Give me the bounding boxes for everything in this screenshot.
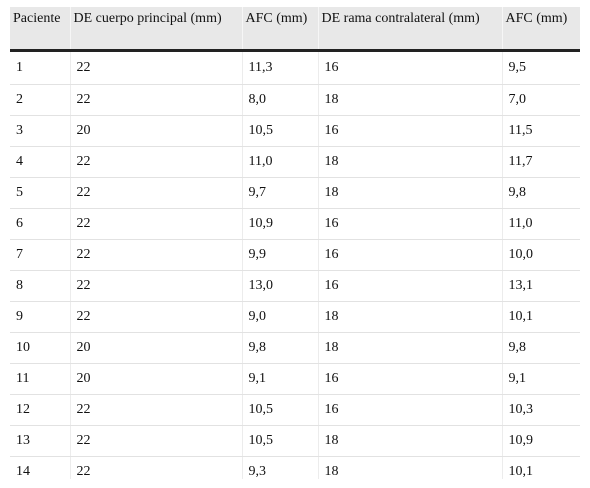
cell-de-rama-contralateral: 16 (317, 115, 502, 147)
cell-de-rama-contralateral: 18 (317, 425, 502, 457)
cell-afc-1: 9,0 (241, 301, 318, 333)
cell-paciente: 6 (10, 208, 70, 240)
cell-de-rama-contralateral: 18 (317, 84, 502, 116)
cell-paciente: 7 (10, 239, 70, 271)
table-row: 6 22 10,9 16 11,0 (10, 208, 580, 240)
cell-afc-2: 7,0 (501, 84, 580, 116)
cell-paciente: 4 (10, 146, 70, 178)
cell-paciente: 12 (10, 394, 70, 426)
cell-de-rama-contralateral: 16 (317, 270, 502, 302)
cell-afc-1: 9,1 (241, 363, 318, 395)
cell-afc-1: 11,3 (241, 50, 318, 85)
cell-de-cuerpo-principal: 22 (69, 394, 242, 426)
cell-de-cuerpo-principal: 22 (69, 208, 242, 240)
cell-de-rama-contralateral: 16 (317, 239, 502, 271)
cell-de-rama-contralateral: 16 (317, 394, 502, 426)
cell-paciente: 13 (10, 425, 70, 457)
table-row: 2 22 8,0 18 7,0 (10, 84, 580, 116)
table-row: 3 20 10,5 16 11,5 (10, 115, 580, 147)
cell-afc-2: 9,1 (501, 363, 580, 395)
table-row: 11 20 9,1 16 9,1 (10, 363, 580, 395)
cell-de-cuerpo-principal: 22 (69, 177, 242, 209)
cell-afc-2: 10,9 (501, 425, 580, 457)
cell-afc-1: 9,3 (241, 456, 318, 479)
cell-afc-1: 11,0 (241, 146, 318, 178)
cell-afc-1: 10,5 (241, 115, 318, 147)
cell-paciente: 5 (10, 177, 70, 209)
cell-paciente: 2 (10, 84, 70, 116)
cell-de-rama-contralateral: 18 (317, 301, 502, 333)
table-row: 7 22 9,9 16 10,0 (10, 239, 580, 271)
cell-afc-2: 9,5 (501, 50, 580, 85)
table-row: 8 22 13,0 16 13,1 (10, 270, 580, 302)
cell-afc-1: 10,5 (241, 425, 318, 457)
header-row: Paciente DE cuerpo principal (mm) AFC (m… (10, 7, 580, 52)
cell-afc-2: 10,0 (501, 239, 580, 271)
cell-de-rama-contralateral: 18 (317, 146, 502, 178)
header-de-cuerpo-principal: DE cuerpo principal (mm) (69, 7, 242, 52)
cell-afc-2: 10,1 (501, 301, 580, 333)
cell-afc-2: 11,0 (501, 208, 580, 240)
cell-afc-2: 11,5 (501, 115, 580, 147)
cell-de-cuerpo-principal: 22 (69, 301, 242, 333)
cell-de-rama-contralateral: 16 (317, 50, 502, 85)
cell-de-rama-contralateral: 16 (317, 363, 502, 395)
cell-de-rama-contralateral: 18 (317, 456, 502, 479)
cell-de-rama-contralateral: 18 (317, 177, 502, 209)
header-de-rama-contralateral: DE rama contralateral (mm) (317, 7, 502, 52)
cell-de-cuerpo-principal: 22 (69, 456, 242, 479)
table-body: 1 22 11,3 16 9,5 2 22 8,0 18 7,0 3 20 10,5 16 11,5 4 22 1… (10, 50, 580, 479)
table-row: 5 22 9,7 18 9,8 (10, 177, 580, 209)
cell-afc-1: 9,8 (241, 332, 318, 364)
table-row: 14 22 9,3 18 10,1 (10, 456, 580, 479)
cell-afc-2: 10,3 (501, 394, 580, 426)
header-paciente: Paciente (10, 7, 70, 52)
cell-de-cuerpo-principal: 22 (69, 425, 242, 457)
cell-paciente: 11 (10, 363, 70, 395)
cell-afc-2: 11,7 (501, 146, 580, 178)
table-row: 12 22 10,5 16 10,3 (10, 394, 580, 426)
cell-de-rama-contralateral: 16 (317, 208, 502, 240)
cell-afc-2: 9,8 (501, 332, 580, 364)
cell-de-cuerpo-principal: 20 (69, 115, 242, 147)
table-header: Paciente DE cuerpo principal (mm) AFC (m… (10, 7, 580, 52)
cell-de-cuerpo-principal: 22 (69, 146, 242, 178)
data-table-container: Paciente DE cuerpo principal (mm) AFC (m… (10, 7, 580, 479)
cell-paciente: 1 (10, 50, 70, 85)
table-row: 9 22 9,0 18 10,1 (10, 301, 580, 333)
table-row: 1 22 11,3 16 9,5 (10, 50, 580, 85)
cell-afc-1: 8,0 (241, 84, 318, 116)
cell-de-cuerpo-principal: 20 (69, 332, 242, 364)
cell-de-cuerpo-principal: 22 (69, 270, 242, 302)
cell-afc-2: 13,1 (501, 270, 580, 302)
cell-de-rama-contralateral: 18 (317, 332, 502, 364)
cell-afc-1: 13,0 (241, 270, 318, 302)
cell-paciente: 14 (10, 456, 70, 479)
cell-paciente: 8 (10, 270, 70, 302)
cell-afc-1: 10,9 (241, 208, 318, 240)
table-row: 13 22 10,5 18 10,9 (10, 425, 580, 457)
table-row: 4 22 11,0 18 11,7 (10, 146, 580, 178)
cell-de-cuerpo-principal: 22 (69, 50, 242, 85)
table-row: 10 20 9,8 18 9,8 (10, 332, 580, 364)
cell-afc-1: 10,5 (241, 394, 318, 426)
cell-paciente: 9 (10, 301, 70, 333)
patients-table: Paciente DE cuerpo principal (mm) AFC (m… (10, 7, 580, 479)
cell-afc-1: 9,9 (241, 239, 318, 271)
cell-afc-2: 9,8 (501, 177, 580, 209)
cell-de-cuerpo-principal: 22 (69, 239, 242, 271)
cell-paciente: 10 (10, 332, 70, 364)
cell-de-cuerpo-principal: 22 (69, 84, 242, 116)
cell-de-cuerpo-principal: 20 (69, 363, 242, 395)
header-afc-2: AFC (mm) (501, 7, 580, 52)
cell-paciente: 3 (10, 115, 70, 147)
cell-afc-1: 9,7 (241, 177, 318, 209)
header-afc-1: AFC (mm) (241, 7, 318, 52)
cell-afc-2: 10,1 (501, 456, 580, 479)
